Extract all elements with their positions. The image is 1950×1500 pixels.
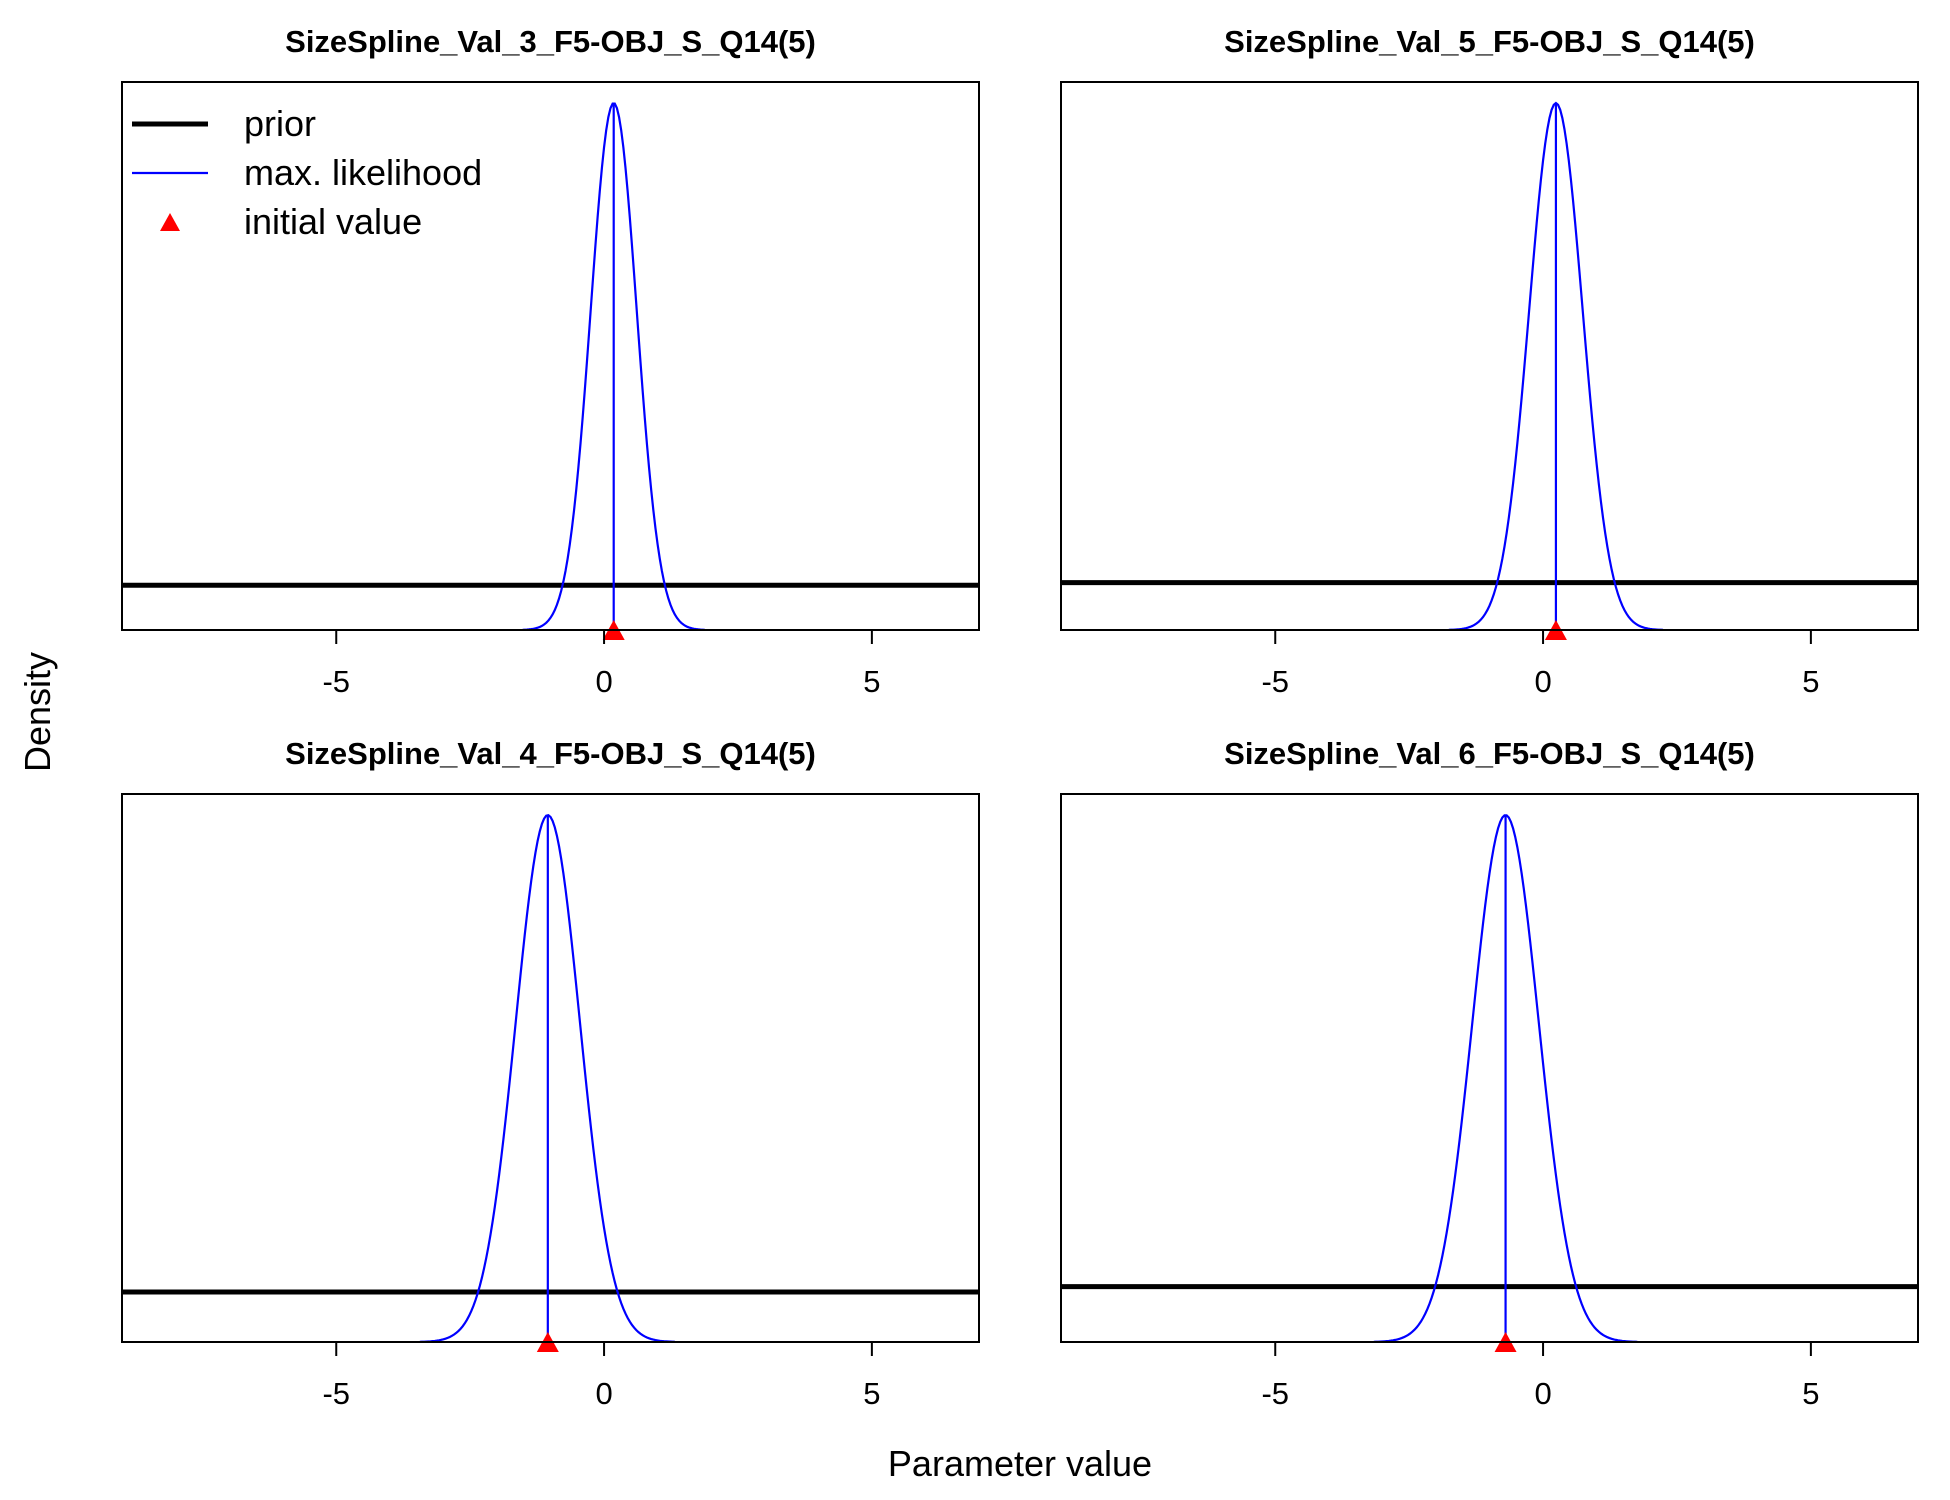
panel-1: SizeSpline_Val_3_F5-OBJ_S_Q14(5) -5 0 5 xyxy=(121,24,980,699)
x-tick-label: 0 xyxy=(1534,664,1551,699)
x-tick-label: -5 xyxy=(1261,664,1289,699)
panel-title: SizeSpline_Val_4_F5-OBJ_S_Q14(5) xyxy=(285,736,816,771)
legend-item: prior xyxy=(132,103,316,144)
panel-title: SizeSpline_Val_5_F5-OBJ_S_Q14(5) xyxy=(1224,24,1755,59)
panel-4: SizeSpline_Val_6_F5-OBJ_S_Q14(5) -5 0 5 xyxy=(1060,736,1919,1411)
x-tick-label: 5 xyxy=(1802,1376,1819,1411)
x-tick-label: -5 xyxy=(1261,1376,1289,1411)
x-tick-label: -5 xyxy=(322,664,350,699)
plot-frame xyxy=(1060,793,1919,1343)
panels: SizeSpline_Val_3_F5-OBJ_S_Q14(5)-5 0 5Size… xyxy=(121,24,1919,1411)
legend-swatch xyxy=(160,213,180,231)
legend-label: max. likelihood xyxy=(244,152,482,193)
plot-frame xyxy=(121,81,980,631)
plot-frame xyxy=(121,793,980,1343)
x-tick-label: 5 xyxy=(1802,664,1819,699)
x-tick-label: 0 xyxy=(595,664,612,699)
panel-title: SizeSpline_Val_3_F5-OBJ_S_Q14(5) xyxy=(285,24,816,59)
x-tick-label: 5 xyxy=(863,664,880,699)
panel-3: SizeSpline_Val_4_F5-OBJ_S_Q14(5) -5 0 5 xyxy=(121,736,980,1411)
legend: prior max. likelihood initial value xyxy=(132,103,482,242)
x-axis-label: Parameter value xyxy=(888,1443,1152,1484)
x-tick-label: 0 xyxy=(1534,1376,1551,1411)
legend-label: prior xyxy=(244,103,316,144)
plot-frame xyxy=(1060,81,1919,631)
legend-item: initial value xyxy=(160,201,422,242)
y-axis-label: Density xyxy=(17,652,58,772)
legend-label: initial value xyxy=(244,201,422,242)
x-tick-label: 0 xyxy=(595,1376,612,1411)
x-tick-label: 5 xyxy=(863,1376,880,1411)
panel-title: SizeSpline_Val_6_F5-OBJ_S_Q14(5) xyxy=(1224,736,1755,771)
x-tick-label: -5 xyxy=(322,1376,350,1411)
legend-item: max. likelihood xyxy=(132,152,482,193)
panel-2: SizeSpline_Val_5_F5-OBJ_S_Q14(5) -5 0 5 xyxy=(1060,24,1919,699)
